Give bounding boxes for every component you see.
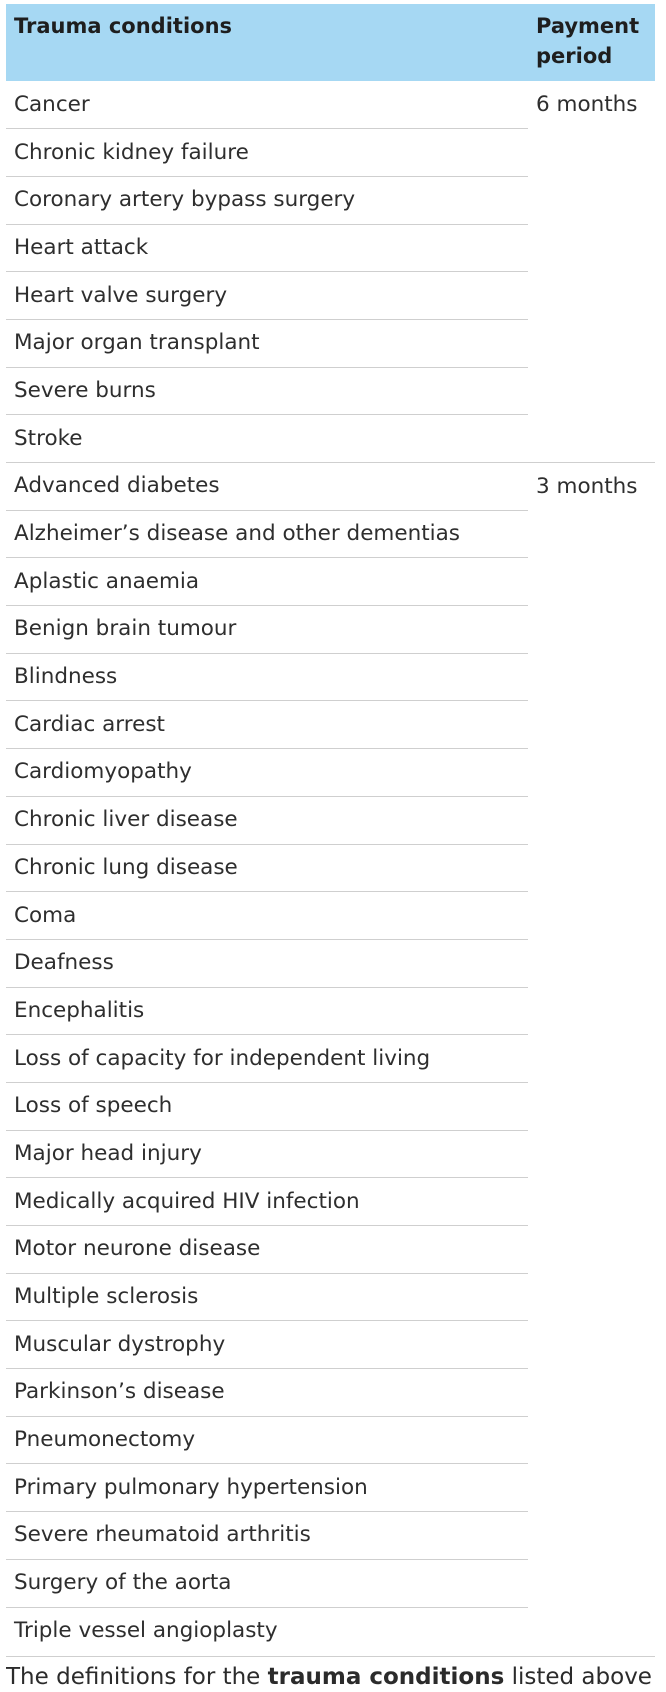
condition-cell: Major head injury [6, 1130, 528, 1179]
condition-cell: Loss of capacity for independent living [6, 1034, 528, 1083]
table-row: Cancer 6 months [6, 81, 655, 463]
condition-cell: Coronary artery bypass surgery [6, 176, 528, 225]
table-row: Severe burns [6, 367, 655, 416]
condition-cell: Medically acquired HIV infection [6, 1177, 528, 1226]
table-row: Medically acquired HIV infection [6, 1177, 655, 1226]
condition-cell: Encephalitis [6, 987, 528, 1036]
condition-cell: Heart attack [6, 224, 528, 273]
table-row: Chronic lung disease [6, 844, 655, 893]
condition-cell: Severe rheumatoid arthritis [6, 1511, 528, 1560]
condition-cell: Primary pulmonary hypertension [6, 1463, 528, 1513]
condition-cell: Multiple sclerosis [6, 1273, 528, 1322]
header-row: Trauma conditions Payment period [6, 4, 655, 81]
condition-cell: Blindness [6, 653, 528, 702]
table-row: Cardiac arrest [6, 700, 655, 750]
condition-cell: Cardiomyopathy [6, 748, 528, 797]
table-bottom-rule [6, 1656, 655, 1657]
condition-cell: Coma [6, 891, 528, 940]
condition-cell: Deafness [6, 939, 528, 988]
table-row: Encephalitis [6, 987, 655, 1036]
condition-cell: Advanced diabetes [6, 462, 528, 511]
header-payment-period-line1: Payment [536, 14, 640, 38]
table-row: Chronic kidney failure [6, 128, 655, 177]
footnote-text-before: The definitions for the [6, 1664, 268, 1690]
payment-period-cell: 6 months [528, 81, 655, 463]
table-row: Coma [6, 891, 655, 940]
table-row: Triple vessel angioplasty [6, 1607, 655, 1655]
table-row: Major head injury [6, 1130, 655, 1179]
trauma-conditions-table: Trauma conditions Payment period Cancer 6… [6, 4, 655, 1655]
condition-cell: Major organ transplant [6, 319, 528, 368]
condition-cell: Stroke [6, 414, 528, 463]
table-row: Coronary artery bypass surgery [6, 176, 655, 225]
condition-cell: Cardiac arrest [6, 700, 528, 750]
table-row: Stroke [6, 414, 655, 463]
table-row: Muscular dystrophy [6, 1320, 655, 1370]
table-row: Pneumonectomy [6, 1416, 655, 1465]
table-row: Loss of speech [6, 1082, 655, 1131]
table-row: Advanced diabetes 3 months [6, 462, 655, 511]
condition-cell: Chronic liver disease [6, 796, 528, 845]
table-row: Alzheimer’s disease and other dementias [6, 510, 655, 559]
condition-cell: Chronic kidney failure [6, 128, 528, 177]
condition-cell: Motor neurone disease [6, 1225, 528, 1274]
table-row: Parkinson’s disease [6, 1368, 655, 1417]
table-row: Cardiomyopathy [6, 748, 655, 797]
condition-cell: Cancer [6, 81, 528, 130]
table-row: Loss of capacity for independent living [6, 1034, 655, 1083]
header-payment-period: Payment period [528, 4, 655, 81]
table-row: Severe rheumatoid arthritis [6, 1511, 655, 1560]
table-row: Surgery of the aorta [6, 1559, 655, 1608]
condition-cell: Aplastic anaemia [6, 557, 528, 607]
footnote-text-bold: trauma conditions [267, 1664, 505, 1690]
condition-cell: Severe burns [6, 367, 528, 416]
condition-cell: Alzheimer’s disease and other dementias [6, 510, 528, 559]
table-row: Blindness [6, 653, 655, 702]
condition-cell: Muscular dystrophy [6, 1320, 528, 1370]
footnote-text-after: listed above [504, 1664, 652, 1690]
condition-cell: Benign brain tumour [6, 605, 528, 654]
footnote: The definitions for the trauma condition… [6, 1662, 666, 1692]
condition-cell: Pneumonectomy [6, 1416, 528, 1465]
header-trauma-conditions: Trauma conditions [6, 4, 528, 81]
table-row: Benign brain tumour [6, 605, 655, 654]
condition-cell: Surgery of the aorta [6, 1559, 528, 1608]
condition-cell: Parkinson’s disease [6, 1368, 528, 1417]
table-header: Trauma conditions Payment period [6, 4, 655, 81]
table-row: Heart attack [6, 224, 655, 273]
condition-cell: Chronic lung disease [6, 844, 528, 893]
table-row: Multiple sclerosis [6, 1273, 655, 1322]
table-row: Primary pulmonary hypertension [6, 1463, 655, 1513]
table-body: Cancer 6 months Chronic kidney failure Coro… [6, 81, 655, 1655]
condition-cell: Loss of speech [6, 1082, 528, 1131]
table-row: Major organ transplant [6, 319, 655, 368]
condition-cell: Heart valve surgery [6, 271, 528, 320]
table-row: Motor neurone disease [6, 1225, 655, 1274]
header-payment-period-line2: period [536, 44, 613, 68]
payment-period-cell: 3 months [536, 474, 638, 499]
table-row: Chronic liver disease [6, 796, 655, 845]
table-row: Heart valve surgery [6, 271, 655, 320]
table-row: Aplastic anaemia [6, 557, 655, 607]
condition-cell: Triple vessel angioplasty [14, 1618, 278, 1644]
table-row: Deafness [6, 939, 655, 988]
